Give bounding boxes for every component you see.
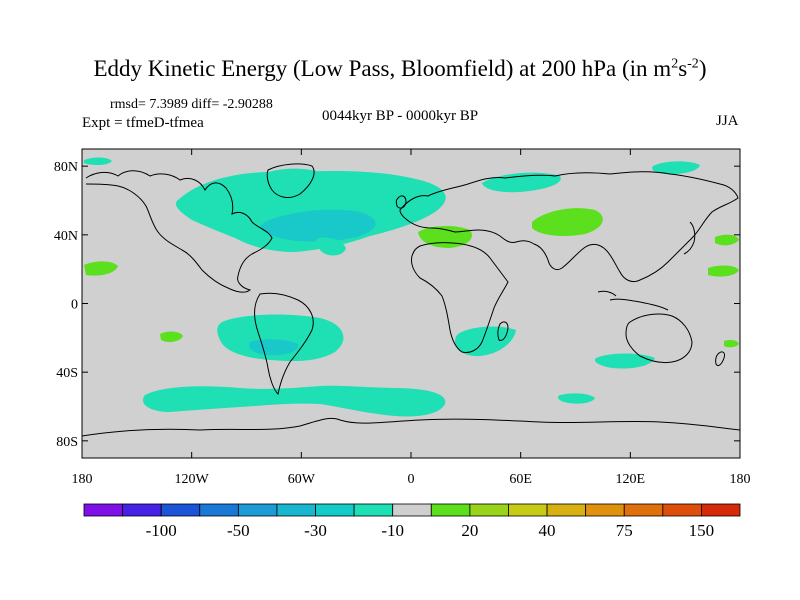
latitude-ticks: 80N 40N 0 40S 80S <box>54 160 740 450</box>
lon-label: 180 <box>730 472 751 487</box>
colorbar-swatch <box>237 503 278 517</box>
anomaly-region-tasman <box>724 340 739 348</box>
chart-title: Eddy Kinetic Energy (Low Pass, Bloomfiel… <box>93 56 707 81</box>
coastline-africa <box>411 242 509 353</box>
colorbar-swatch <box>160 503 201 517</box>
colorbar-swatch <box>469 503 509 517</box>
anomaly-region-southern-ocean-west <box>142 385 446 417</box>
colorbar-swatch <box>315 503 355 517</box>
colorbar-label: 40 <box>538 521 556 540</box>
colorbar-swatch <box>701 503 741 517</box>
colorbar-swatch <box>83 503 123 517</box>
colorbar-label: -10 <box>381 521 405 540</box>
anomaly-region-arctic <box>652 161 700 175</box>
anomaly-region-alaska <box>84 157 112 166</box>
anomaly-region-north-atlantic-core <box>260 209 376 242</box>
colorbar-label: 20 <box>461 521 479 540</box>
colorbar-label: 150 <box>688 521 715 540</box>
map-plot-area: 80N 40N 0 40S 80S 180 120W 60W 0 60E 120E 180 <box>54 148 751 487</box>
colorbar-swatch <box>430 503 471 517</box>
colorbar-swatch <box>199 503 239 517</box>
anomaly-region-west-pacific <box>708 265 739 277</box>
colorbar-swatch <box>623 503 664 517</box>
experiment-label: Expt = tfmeD-tfmea <box>82 115 204 131</box>
coastline-greenland <box>266 163 315 198</box>
anomaly-region-south-pacific <box>217 314 344 362</box>
anomaly-region-greenland <box>255 168 324 189</box>
colorbar-label: -100 <box>145 521 177 540</box>
colorbar-swatch <box>585 503 625 517</box>
colorbar-swatch <box>546 503 587 517</box>
colorbar-label: 75 <box>615 521 633 540</box>
anomaly-region-labrador <box>315 237 346 256</box>
lon-label: 120W <box>175 472 210 487</box>
coastline-eurasia <box>399 171 739 283</box>
lon-label: 60E <box>509 472 532 487</box>
coastline-new-zealand <box>715 351 725 367</box>
anomaly-region-australia-south <box>594 353 655 369</box>
lon-label: 0 <box>408 472 415 487</box>
lat-label: 40N <box>54 229 78 244</box>
anomaly-region-central-asia <box>532 208 603 236</box>
coastline-south-america <box>254 292 314 396</box>
period-label: 0044kyr BP - 0000kyr BP <box>321 108 479 124</box>
lat-label: 80S <box>56 435 78 450</box>
coastline-indonesia <box>597 290 669 311</box>
coastline-japan <box>683 221 696 255</box>
anomaly-region-south-atlantic <box>160 331 183 343</box>
colorbar-swatch <box>392 503 432 517</box>
colorbar <box>83 503 741 517</box>
lon-label: 60W <box>288 472 316 487</box>
coastline-uk <box>395 195 407 209</box>
coastline-antarctica <box>81 417 741 437</box>
lon-label: 180 <box>72 472 93 487</box>
coastline-north-america <box>85 170 273 293</box>
stats-text: rmsd= 7.3989 diff= -2.90288 <box>110 97 273 112</box>
colorbar-label: -30 <box>304 521 327 540</box>
anomaly-region-north-pacific <box>715 234 739 246</box>
coastlines <box>81 163 741 437</box>
coastline-australia <box>625 313 693 363</box>
anomaly-region-southern-ocean-east <box>557 393 595 404</box>
anomaly-region-south-africa <box>455 326 516 357</box>
colorbar-swatch <box>508 503 548 517</box>
anomaly-region-east-pacific <box>84 261 118 276</box>
lat-label: 0 <box>71 298 78 313</box>
coastline-madagascar <box>497 321 509 341</box>
colorbar-swatch <box>276 503 316 517</box>
lat-label: 80N <box>54 160 78 175</box>
colorbar-swatch <box>122 503 162 517</box>
lat-label: 40S <box>56 366 78 381</box>
colorbar-swatch <box>662 503 702 517</box>
colorbar-swatch <box>353 503 394 517</box>
lon-label: 120E <box>616 472 646 487</box>
season-label: JJA <box>716 113 739 129</box>
longitude-ticks: 180 120W 60W 0 60E 120E 180 <box>72 149 751 487</box>
colorbar-label: -50 <box>227 521 250 540</box>
